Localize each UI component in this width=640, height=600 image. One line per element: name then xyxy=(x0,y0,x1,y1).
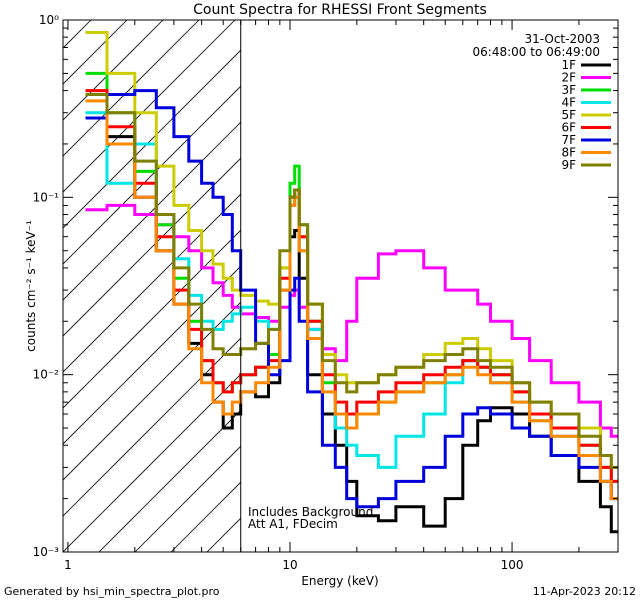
hatch-line xyxy=(63,301,241,481)
hatched-region xyxy=(63,20,241,552)
x-tick-label: 100 xyxy=(501,558,524,572)
hatch-line xyxy=(63,49,241,229)
legend-label-8F: 8F xyxy=(561,146,576,160)
hatch-line xyxy=(63,157,241,337)
legend-label-6F: 6F xyxy=(561,121,576,135)
y-tick-label: 10⁻¹ xyxy=(33,190,60,204)
hatch-line xyxy=(63,20,200,157)
hatch-line xyxy=(134,445,241,552)
hatch-line xyxy=(98,409,241,552)
plot-frame xyxy=(62,19,619,553)
footer-timestamp: 11-Apr-2023 20:12 xyxy=(533,585,636,598)
hatch-line xyxy=(63,373,241,552)
hatch-line xyxy=(63,20,236,193)
y-tick-label: 10⁻³ xyxy=(33,545,60,559)
series-line-8F xyxy=(85,99,618,501)
note-background: Includes Background xyxy=(248,505,373,519)
plot-note: Includes Background Att A1, FDecim xyxy=(248,505,373,531)
hatch-line xyxy=(63,337,241,517)
x-tick-label: 1 xyxy=(64,558,72,572)
legend: 31-Oct-2003 06:48:00 to 06:49:00 1F2F3F4… xyxy=(473,32,611,172)
legend-label-2F: 2F xyxy=(561,71,576,85)
series-line-9F xyxy=(85,93,618,469)
chart-title: Count Spectra for RHESSI Front Segments xyxy=(193,2,487,18)
legend-date: 31-Oct-2003 xyxy=(524,32,600,46)
legend-label-1F: 1F xyxy=(561,58,576,72)
legend-time-range: 06:48:00 to 06:49:00 xyxy=(473,45,600,59)
y-tick-label: 10⁻² xyxy=(33,368,60,382)
legend-label-5F: 5F xyxy=(561,108,576,122)
hatch-line xyxy=(63,121,241,301)
y-axis-label: counts cm⁻² s⁻¹ keV⁻¹ xyxy=(24,220,38,352)
legend-label-7F: 7F xyxy=(561,133,576,147)
hatch-line xyxy=(63,193,241,373)
legend-label-3F: 3F xyxy=(561,83,576,97)
legend-label-4F: 4F xyxy=(561,96,576,110)
x-axis-label: Energy (keV) xyxy=(301,574,378,588)
hatch-line xyxy=(63,229,241,409)
footer-generated-by: Generated by hsi_min_spectra_plot.pro xyxy=(4,585,220,598)
x-tick-label: 10 xyxy=(282,558,297,572)
note-attenuator: Att A1, FDecim xyxy=(248,517,338,531)
series-line-6F xyxy=(85,89,618,483)
hatch-line xyxy=(63,20,164,121)
y-tick-label: 10⁰ xyxy=(39,13,59,27)
series-line-7F xyxy=(85,89,618,509)
series-line-1F xyxy=(85,116,618,534)
hatch-line xyxy=(63,265,241,445)
legend-label-9F: 9F xyxy=(561,158,576,172)
hatch-line xyxy=(63,85,241,265)
